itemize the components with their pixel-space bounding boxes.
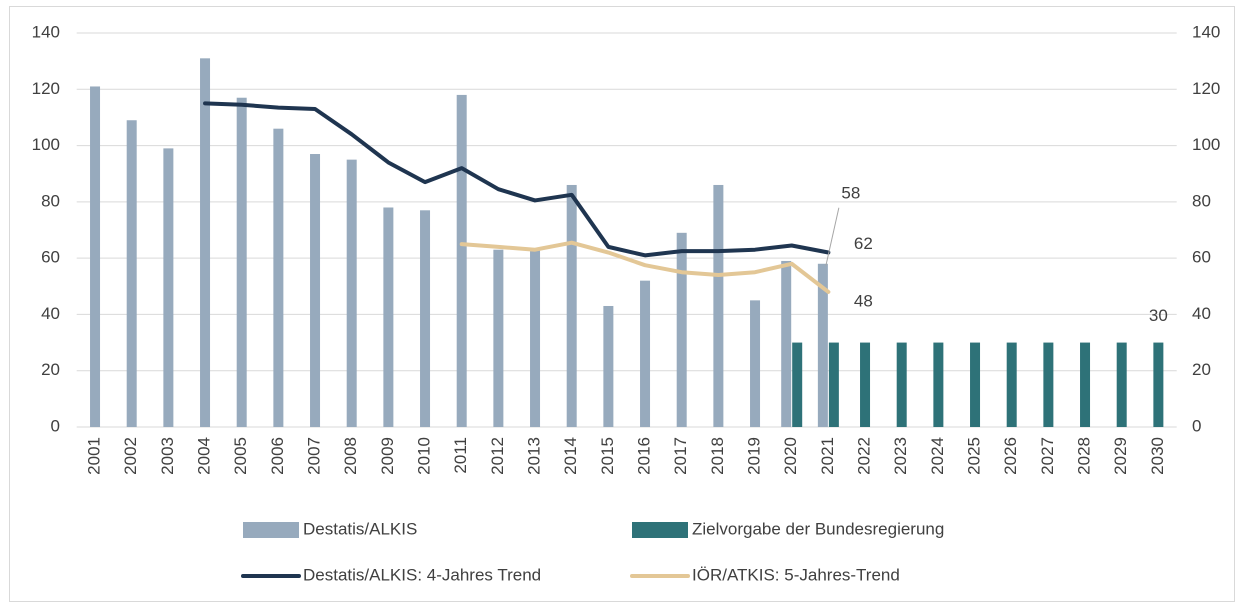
trend-line [459,240,831,294]
data-label: 58 [841,183,860,202]
bar [713,184,724,427]
bar [456,94,467,428]
x-tick-label: 2021 [818,437,837,475]
x-tick-label: 2017 [671,437,690,475]
bar [420,210,431,427]
x-tick-label: 2018 [708,437,727,475]
y-tick-label: 20 [41,360,60,379]
y-tick-label: 60 [41,248,60,267]
x-tick-label: 2016 [635,437,654,475]
y-tick-label: 40 [41,304,60,323]
data-label: 48 [854,291,873,310]
bar [1153,342,1164,427]
x-tick-label: 2001 [85,437,104,475]
legend-label: Destatis/ALKIS [303,519,417,538]
legend-swatch [632,522,688,538]
bar [163,148,174,427]
x-tick-label: 2008 [341,437,360,475]
y2-tick-label: 40 [1192,304,1211,323]
x-tick-label: 2020 [781,437,800,475]
y-tick-label: 80 [41,191,60,210]
bar [750,300,761,427]
bar [781,260,792,427]
bar [273,128,284,427]
x-tick-label: 2012 [488,437,507,475]
x-tick-label: 2005 [231,437,250,475]
y2-tick-label: 20 [1192,360,1211,379]
x-tick-label: 2002 [121,437,140,475]
x-tick-label: 2009 [378,437,397,475]
x-tick-label: 2007 [305,437,324,475]
chart-frame [9,6,1235,602]
data-label: 30 [1149,306,1168,325]
bar [530,249,541,427]
y2-tick-label: 140 [1192,22,1220,41]
bar [792,342,803,427]
x-tick-label: 2025 [965,437,984,475]
bar [1043,342,1054,427]
y2-tick-label: 0 [1192,416,1201,435]
bar [933,342,944,427]
y2-tick-label: 60 [1192,248,1211,267]
bar [310,154,321,427]
bar [1080,342,1091,427]
legend-swatch [243,522,299,538]
bar [346,159,357,427]
y2-tick-label: 80 [1192,191,1211,210]
bar [640,280,651,427]
x-tick-label: 2003 [158,437,177,475]
y2-tick-label: 120 [1192,79,1220,98]
bar [1006,342,1017,427]
x-tick-label: 2030 [1148,437,1167,475]
bar [566,184,577,427]
x-tick-label: 2029 [1111,437,1130,475]
bar [860,342,871,427]
data-label: 62 [854,234,873,253]
y2-tick-label: 100 [1192,135,1220,154]
x-tick-label: 2022 [855,437,874,475]
bar [1116,342,1127,427]
legend-label: Zielvorgabe der Bundesregierung [692,519,944,538]
bar [126,120,137,427]
bar [828,342,839,427]
x-tick-label: 2023 [891,437,910,475]
bar [603,305,614,427]
x-tick-label: 2019 [745,437,764,475]
legend-label: IÖR/ATKIS: 5-Jahres-Trend [692,565,900,584]
leader-line [825,207,840,266]
bar [493,249,504,427]
x-tick-label: 2015 [598,437,617,475]
bar [970,342,981,427]
bar [896,342,907,427]
bar [90,86,101,427]
x-tick-label: 2006 [268,437,287,475]
x-tick-label: 2027 [1038,437,1057,475]
x-tick-label: 2014 [561,437,580,475]
bar [817,263,828,427]
y-tick-label: 120 [32,79,60,98]
trend-line [203,101,831,258]
y-tick-label: 100 [32,135,60,154]
x-tick-label: 2011 [451,437,470,474]
x-tick-label: 2026 [1001,437,1020,475]
bar [383,207,394,427]
bar [236,97,247,427]
x-tick-label: 2004 [195,437,214,475]
y-tick-label: 140 [32,22,60,41]
legend-label: Destatis/ALKIS: 4-Jahres Trend [303,565,541,584]
x-tick-label: 2024 [928,437,947,475]
x-tick-label: 2013 [525,437,544,475]
bar [200,58,211,427]
bar [676,232,687,427]
x-tick-label: 2010 [415,437,434,475]
y-tick-label: 0 [51,416,60,435]
x-tick-label: 2028 [1075,437,1094,475]
